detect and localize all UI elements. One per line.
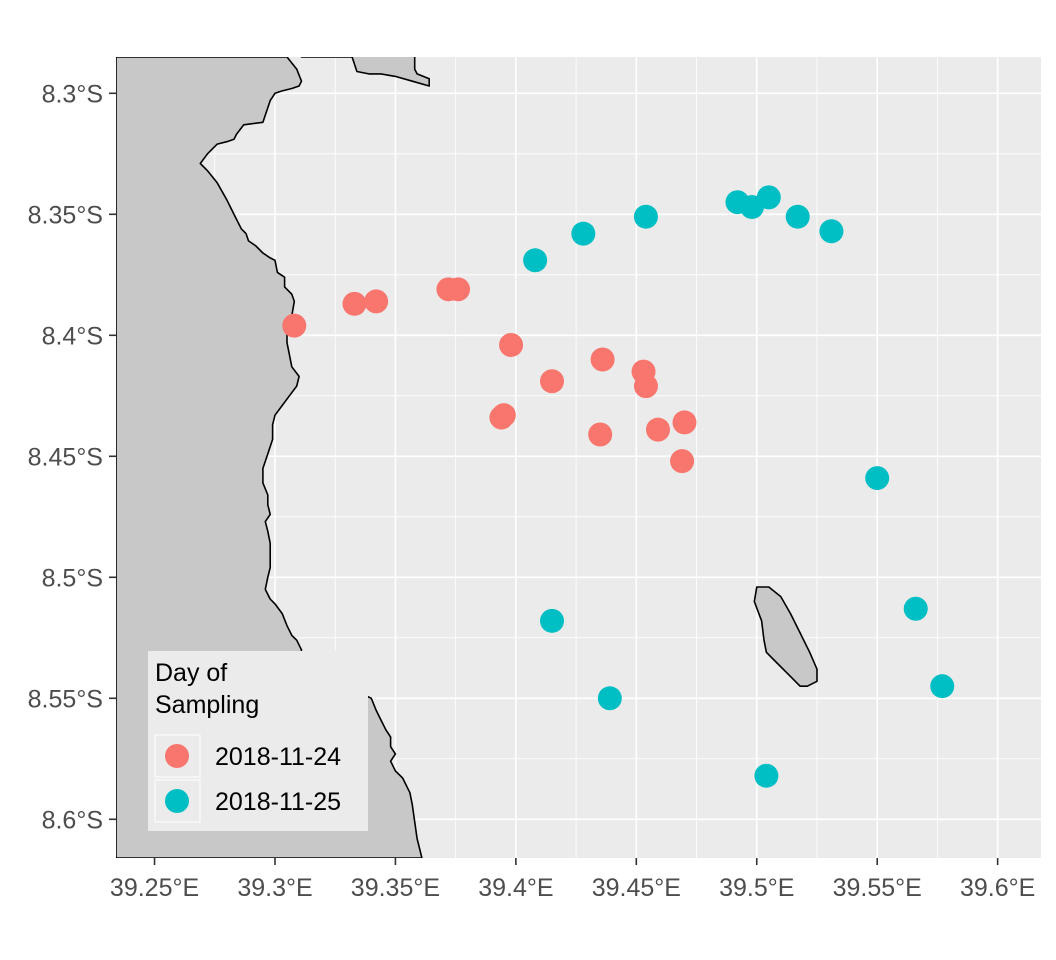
- data-point: [930, 674, 955, 699]
- legend-key-symbol: [165, 789, 189, 813]
- x-tick-label: 39.25°E: [110, 874, 199, 902]
- x-tick-label: 39.35°E: [351, 874, 440, 902]
- data-point: [282, 313, 307, 338]
- data-point: [588, 422, 613, 447]
- data-point: [756, 185, 781, 210]
- data-point: [670, 449, 695, 474]
- y-tick-label: 8.55°S: [28, 685, 103, 713]
- data-point: [865, 466, 890, 491]
- data-point: [491, 403, 516, 428]
- data-point: [645, 417, 670, 442]
- x-tick-label: 39.5°E: [719, 874, 794, 902]
- data-point: [523, 248, 548, 273]
- legend-key-box: [154, 734, 201, 778]
- x-tick-label: 39.3°E: [237, 874, 312, 902]
- data-point: [819, 219, 844, 244]
- legend-key-symbol: [165, 744, 189, 768]
- legend: Day of Sampling 2018-11-24 2018-11-25: [148, 651, 368, 831]
- y-tick-label: 8.35°S: [28, 201, 103, 229]
- data-point: [633, 374, 658, 399]
- northern-headland: [300, 57, 430, 87]
- island: [753, 586, 818, 687]
- data-point: [633, 204, 658, 229]
- data-point: [571, 221, 596, 246]
- legend-entry-label: 2018-11-25: [215, 788, 341, 816]
- y-tick-label: 8.4°S: [42, 322, 103, 350]
- legend-entry-label: 2018-11-24: [215, 743, 341, 771]
- y-tick-label: 8.3°S: [42, 80, 103, 108]
- y-tick-label: 8.5°S: [42, 564, 103, 592]
- x-axis: 39.25°E 39.3°E 39.35°E 39.4°E 39.45°E 39.5°E 3…: [110, 858, 1035, 902]
- data-point: [754, 763, 779, 788]
- x-tick-label: 39.45°E: [592, 874, 681, 902]
- y-tick-label: 8.6°S: [42, 806, 103, 834]
- data-point: [903, 596, 928, 621]
- data-point: [540, 369, 565, 394]
- legend-keys: 2018-11-24 2018-11-25: [154, 734, 341, 823]
- y-axis: 8.3°S 8.35°S 8.4°S 8.45°S 8.5°S 8.55°S 8.6°S: [28, 80, 116, 834]
- x-tick-label: 39.6°E: [960, 874, 1035, 902]
- data-point: [364, 289, 389, 314]
- data-point: [342, 291, 367, 316]
- data-point: [590, 347, 615, 372]
- legend-title-line-1: Day of: [155, 659, 227, 687]
- legend-title-line-2: Sampling: [155, 691, 259, 719]
- data-point: [499, 332, 524, 357]
- data-point: [540, 608, 565, 633]
- y-tick-label: 8.45°S: [28, 443, 103, 471]
- x-tick-label: 39.4°E: [478, 874, 553, 902]
- data-point: [597, 686, 622, 711]
- data-point: [446, 277, 471, 302]
- data-point: [672, 410, 697, 435]
- data-point: [785, 204, 810, 229]
- x-tick-label: 39.55°E: [833, 874, 922, 902]
- sampling-points: [282, 185, 955, 788]
